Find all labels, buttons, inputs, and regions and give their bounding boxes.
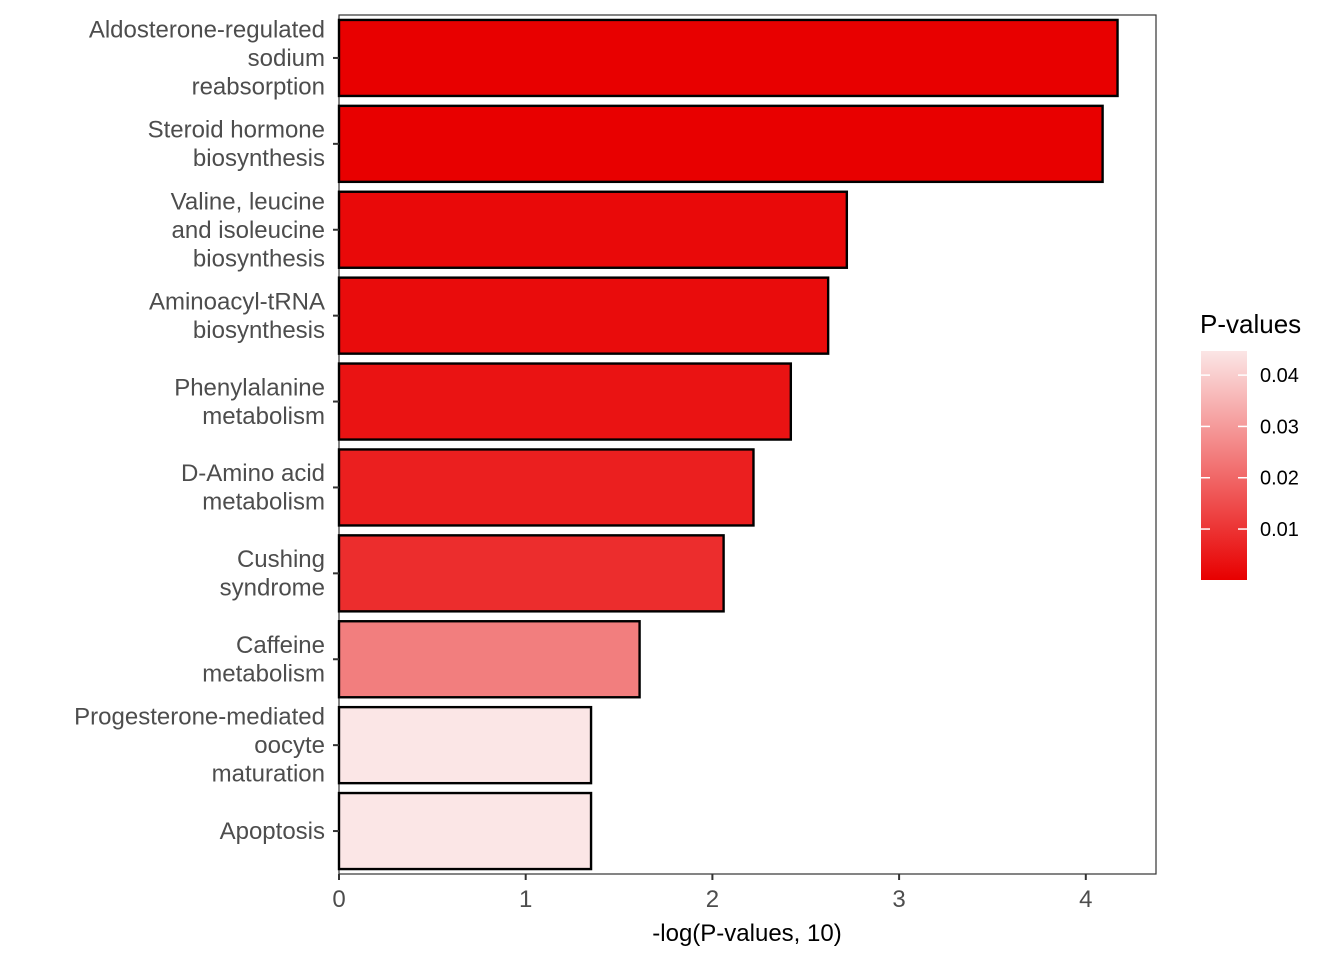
category-label-line: Steroid hormone [148, 117, 325, 144]
category-label-line: Apoptosis [220, 818, 325, 845]
legend: P-values 0.01 0.02 0.03 0.04 [1200, 309, 1301, 580]
legend-tick-label: 0.04 [1260, 365, 1299, 387]
x-tick-label: 3 [892, 886, 905, 913]
category-label-line: metabolism [202, 403, 325, 430]
category-label: Aldosterone-regulated sodium reabsorption [89, 16, 325, 100]
bar [337, 791, 593, 871]
category-label-line: metabolism [202, 489, 325, 516]
x-axis: 0 1 2 3 4 [332, 874, 1092, 913]
bar [337, 104, 1104, 184]
legend-title: P-values [1200, 309, 1301, 339]
category-label-line: sodium [248, 45, 325, 72]
category-label-line: D-Amino acid [181, 460, 325, 487]
y-axis: Aldosterone-regulated sodium reabsorption S… [74, 16, 339, 845]
category-label-line: Aldosterone-regulated [89, 16, 325, 43]
bar [337, 705, 593, 785]
category-label-line: biosynthesis [193, 145, 325, 172]
category-label-line: Progesterone-mediated [74, 704, 325, 731]
x-tick-label: 4 [1079, 886, 1092, 913]
x-tick-label: 0 [332, 886, 345, 913]
category-label-line: Caffeine [236, 632, 325, 659]
legend-tick-label: 0.03 [1260, 416, 1299, 438]
category-label-line: reabsorption [192, 73, 325, 100]
category-label-line: syndrome [220, 575, 325, 602]
category-label-line: metabolism [202, 661, 325, 688]
bar [337, 18, 1119, 98]
category-label: Caffeine metabolism [202, 632, 325, 688]
bar [337, 190, 849, 269]
category-label-line: oocyte [254, 732, 325, 759]
legend-tick-label: 0.01 [1260, 519, 1299, 541]
category-label: Phenylalanine metabolism [174, 374, 325, 430]
category-label-line: Valine, leucine [171, 188, 325, 215]
category-label-line: maturation [212, 761, 325, 788]
category-label-line: Cushing [237, 546, 325, 573]
category-label: Valine, leucine and isoleucine biosynthesi… [171, 188, 325, 272]
legend-colorbar [1201, 351, 1247, 580]
category-label: D-Amino acid metabolism [181, 460, 325, 516]
category-label: Aminoacyl-tRNA biosynthesis [149, 288, 325, 344]
x-tick-label: 2 [706, 886, 719, 913]
x-tick-label: 1 [519, 886, 532, 913]
bar [337, 362, 793, 441]
category-label-line: and isoleucine [172, 217, 325, 244]
category-label: Apoptosis [220, 818, 325, 845]
category-label-line: Aminoacyl-tRNA [149, 288, 325, 315]
category-label: Cushing syndrome [220, 546, 325, 602]
category-label: Progesterone-mediated oocyte maturation [74, 704, 325, 788]
category-label-line: Phenylalanine [174, 374, 325, 401]
category-label-line: biosynthesis [193, 245, 325, 272]
bar [337, 276, 830, 355]
x-axis-title: -log(P-values, 10) [652, 920, 841, 947]
category-label: Steroid hormone biosynthesis [148, 117, 325, 173]
bar [337, 620, 641, 699]
plot-area [337, 14, 1157, 875]
bar [337, 448, 755, 527]
category-label-line: biosynthesis [193, 317, 325, 344]
bar [337, 534, 725, 613]
legend-tick-label: 0.02 [1260, 468, 1299, 490]
